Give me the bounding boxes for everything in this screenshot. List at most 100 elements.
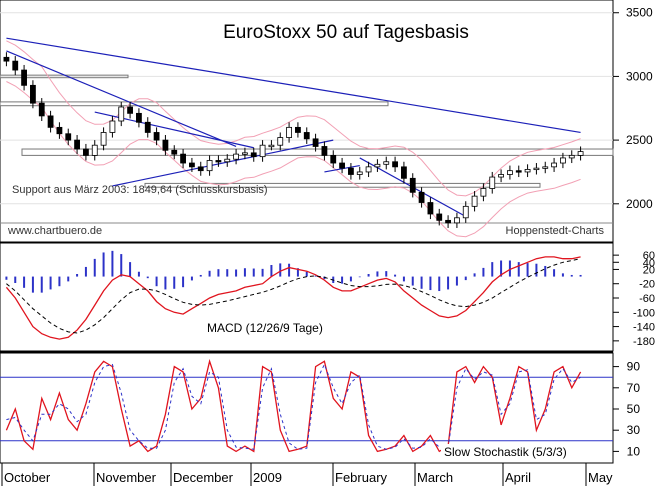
candle-body <box>295 126 301 133</box>
candle-body <box>74 139 80 150</box>
candle-body <box>312 138 319 147</box>
price-y-tick-label: 2500 <box>626 133 653 147</box>
upper-band <box>6 40 581 197</box>
macd-y-tick-label: -20 <box>639 279 655 291</box>
candle-body <box>189 162 195 168</box>
candle-body <box>471 195 478 207</box>
macd-y-tick-label: -60 <box>639 293 655 305</box>
candle-body <box>197 166 204 172</box>
candle-body <box>418 191 425 203</box>
candle-body <box>427 202 434 215</box>
x-axis-month-label: October <box>4 470 51 485</box>
macd-line <box>5 256 581 340</box>
price-y-axis: 2000 2500 3000 3500 <box>613 6 653 211</box>
candle-body <box>268 144 275 148</box>
candle-body <box>286 126 292 138</box>
stochastic-y-tick-label: 50 <box>627 402 641 416</box>
macd-y-tick-label: -100 <box>633 307 655 319</box>
candle-body <box>38 102 45 117</box>
macd-y-tick-label: 20 <box>643 264 655 276</box>
x-axis-month-label: April <box>505 470 531 485</box>
candle-body <box>56 126 63 135</box>
candle-body <box>65 133 72 141</box>
candle-body <box>206 160 213 172</box>
support-zone <box>0 101 389 107</box>
stochastic-y-tick-label: 30 <box>627 423 641 437</box>
candle-body <box>577 151 584 156</box>
candle-body <box>3 56 10 62</box>
candle-body <box>47 115 54 128</box>
macd-y-tick-label: 60 <box>643 250 655 262</box>
source-credit: Hoppenstedt-Charts <box>506 225 605 237</box>
candle-body <box>507 170 513 175</box>
stochastic-y-tick-label: 90 <box>627 360 641 374</box>
candle-body <box>560 157 566 164</box>
candle-body <box>568 154 575 159</box>
candle-body <box>83 148 89 156</box>
support-annotation: Support aus März 2003: 1849,64 (Schlussk… <box>12 184 268 196</box>
candle-body <box>330 154 337 164</box>
candle-body <box>153 132 160 141</box>
candle-body <box>100 132 107 146</box>
macd-lines <box>5 256 581 340</box>
candle-body <box>489 176 496 189</box>
stochastic-y-tick-label: 70 <box>627 381 641 395</box>
candle-body <box>436 213 443 221</box>
candle-body <box>409 177 416 193</box>
candle-body <box>533 167 540 171</box>
candle-body <box>30 84 36 104</box>
candle-body <box>21 69 27 86</box>
macd-y-tick-label: 40 <box>643 257 655 269</box>
trend-line <box>6 37 581 134</box>
candle-body <box>127 106 133 114</box>
candle-body <box>224 158 231 163</box>
candle-body <box>259 144 266 158</box>
candle-body <box>215 160 222 163</box>
candle-body <box>515 170 522 173</box>
stochastic-d-line <box>6 363 581 450</box>
macd-y-tick-label: -140 <box>633 322 655 334</box>
candle-body <box>542 166 549 169</box>
source-website: www.chartbuero.de <box>7 225 102 237</box>
support-zone <box>144 182 541 188</box>
lower-band <box>6 81 581 238</box>
x-axis-month-label: November <box>96 470 157 485</box>
macd-y-tick-label: -180 <box>633 336 655 348</box>
candle-body <box>136 112 142 123</box>
stochastic-panel: Slow Stochastik (5/3/3) 90 70 50 30 10 <box>0 352 641 464</box>
candle-body <box>392 161 398 168</box>
stochastic-lines <box>5 358 582 453</box>
candle-body <box>242 152 248 155</box>
x-axis-month-label: December <box>173 470 234 485</box>
stochastic-levels <box>0 376 613 442</box>
candle-body <box>12 60 19 71</box>
candle-body <box>445 219 451 224</box>
x-axis-month-label: February <box>335 470 388 485</box>
trend-line <box>112 139 334 187</box>
price-chart-title: EuroStoxx 50 auf Tagesbasis <box>223 22 469 43</box>
trend-line <box>6 50 237 148</box>
x-axis-month-label: May <box>588 470 613 485</box>
candle-body <box>383 161 390 165</box>
candle-body <box>374 163 381 168</box>
candle-body <box>109 120 116 133</box>
stochastic-label: Slow Stochastik (5/3/3) <box>444 445 567 459</box>
candle-body <box>233 153 239 160</box>
candle-body <box>365 166 372 173</box>
support-zones <box>0 74 614 224</box>
candle-body <box>277 137 284 146</box>
stochastic-label-bg <box>441 444 575 460</box>
macd-label: MACD (12/26/9 Tage) <box>207 321 323 335</box>
stochastic-k-line <box>5 358 582 453</box>
candle-body <box>250 152 257 158</box>
candle-body <box>339 162 345 169</box>
candle-body <box>454 217 460 224</box>
stochastic-y-axis: 90 70 50 30 10 <box>613 360 641 458</box>
x-axis-month-label: 2009 <box>253 470 282 485</box>
support-zone <box>21 148 614 156</box>
candle-body <box>171 149 178 155</box>
x-axis: October November December 2009 February March… <box>1 463 613 486</box>
